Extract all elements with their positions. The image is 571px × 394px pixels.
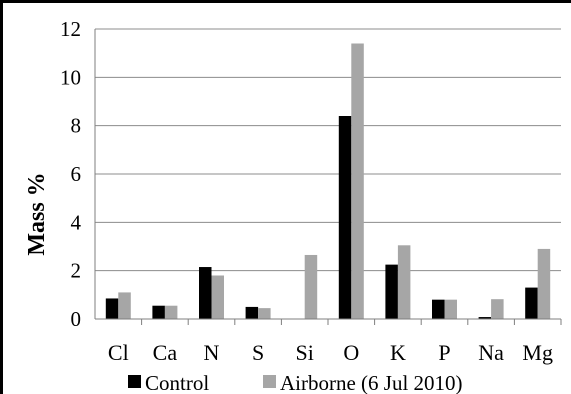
bar-airborne-s [258, 308, 271, 319]
bars [105, 43, 551, 319]
bar-airborne-p [444, 299, 457, 319]
y-tick-label: 12 [60, 17, 81, 41]
x-tick-label: K [390, 340, 406, 365]
bar-airborne-si [304, 254, 318, 319]
x-tick-label: N [204, 340, 220, 365]
bar-airborne-ca [164, 305, 178, 319]
bar-control-s [245, 306, 259, 319]
legend-label: Airborne (6 Jul 2010) [280, 371, 463, 394]
y-tick-label: 8 [71, 114, 82, 138]
x-tick-label: Ca [153, 340, 178, 365]
bar-airborne-k [397, 245, 411, 319]
y-axis-label: Mass % [24, 172, 50, 255]
bar-control-o [338, 116, 352, 319]
x-tick-labels: Cl Ca N S Si O K P Na Mg [108, 340, 553, 365]
bar-airborne-mg [537, 248, 551, 319]
bar-airborne-cl [118, 292, 131, 319]
y-tick-label: 2 [71, 259, 82, 283]
legend-swatch [128, 375, 141, 388]
axes [94, 29, 562, 325]
gridlines [95, 28, 561, 272]
y-tick-label: 6 [71, 162, 82, 186]
y-tick-label: 10 [60, 65, 81, 89]
x-tick-label: Mg [522, 340, 553, 365]
y-tick-labels: 0 2 4 6 8 10 12 [60, 17, 82, 331]
x-tick-label: Si [296, 340, 314, 365]
legend-swatch [263, 375, 276, 388]
x-tick-label: S [252, 340, 264, 365]
bar-airborne-n [211, 275, 224, 319]
bar-control-p [432, 299, 445, 319]
legend-label: Control [145, 371, 209, 394]
x-tick-label: Cl [108, 340, 129, 365]
bar-airborne-na [491, 299, 504, 319]
y-tick-label: 0 [71, 307, 82, 331]
legend: Control Airborne (6 Jul 2010) [128, 371, 463, 394]
bar-control-na [478, 317, 492, 319]
x-tick-label: O [343, 340, 359, 365]
bar-control-ca [152, 305, 165, 319]
bar-control-n [199, 267, 212, 319]
bar-control-mg [525, 287, 538, 319]
x-tick-label: Na [478, 340, 504, 365]
bar-airborne-o [351, 43, 364, 319]
x-tick-label: P [438, 340, 450, 365]
y-tick-label: 4 [71, 210, 82, 234]
bar-control-cl [105, 298, 119, 319]
bar-control-k [385, 264, 398, 319]
